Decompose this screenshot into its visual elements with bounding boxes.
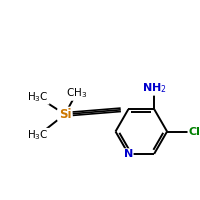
Text: H$_3$C: H$_3$C: [27, 128, 49, 142]
Text: H$_3$C: H$_3$C: [27, 90, 49, 104]
Text: Si: Si: [59, 108, 71, 121]
Text: NH$_2$: NH$_2$: [142, 81, 166, 95]
Text: Cl: Cl: [188, 127, 200, 137]
Text: N: N: [124, 149, 133, 159]
Text: CH$_3$: CH$_3$: [66, 86, 87, 100]
